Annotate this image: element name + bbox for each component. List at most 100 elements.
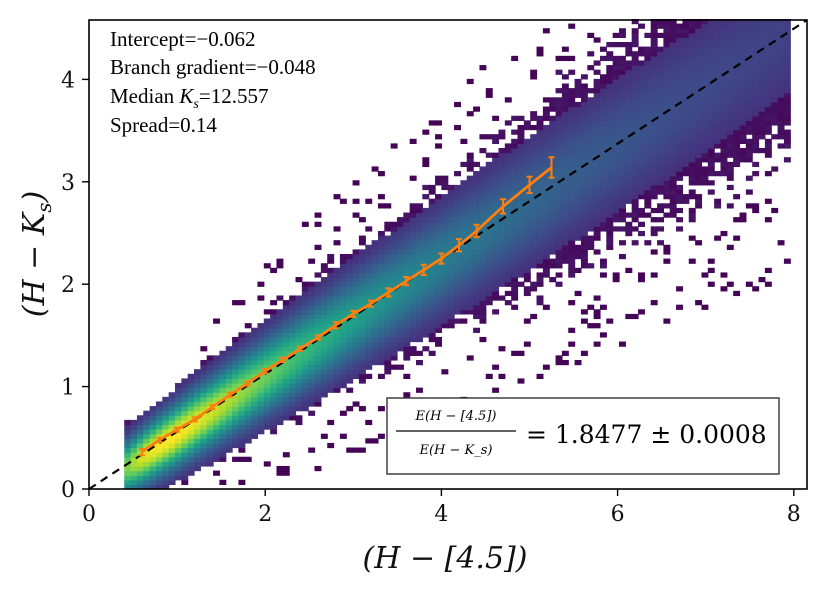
heatmap-cell bbox=[733, 101, 741, 108]
heatmap-cell bbox=[695, 300, 703, 306]
heatmap-cell bbox=[403, 258, 411, 264]
heatmap-cell bbox=[409, 323, 417, 329]
heatmap-cell bbox=[568, 327, 576, 333]
heatmap-cell bbox=[396, 318, 404, 324]
heatmap-cell bbox=[339, 295, 347, 301]
heatmap-cell bbox=[758, 78, 766, 85]
heatmap-cell bbox=[143, 475, 151, 481]
heatmap-cell bbox=[669, 161, 677, 168]
heatmap-cell bbox=[606, 148, 614, 154]
heatmap-cell bbox=[542, 148, 550, 154]
heatmap-cell bbox=[714, 65, 722, 71]
heatmap-cell bbox=[764, 115, 772, 121]
heatmap-cell bbox=[644, 32, 652, 39]
heatmap-cell bbox=[403, 392, 411, 398]
heatmap-cell bbox=[498, 226, 506, 232]
heatmap-cell bbox=[466, 184, 474, 191]
heatmap-cell bbox=[695, 18, 703, 25]
heatmap-cell bbox=[358, 249, 366, 255]
heatmap-cell bbox=[244, 346, 252, 352]
heatmap-cell bbox=[251, 410, 259, 416]
heatmap-cell bbox=[701, 175, 709, 181]
heatmap-cell bbox=[174, 410, 182, 416]
heatmap-cell bbox=[194, 369, 201, 375]
heatmap-cell bbox=[441, 212, 449, 218]
heatmap-cell bbox=[625, 78, 633, 85]
heatmap-cell bbox=[631, 157, 639, 163]
heatmap-cell bbox=[213, 438, 220, 444]
heatmap-cell bbox=[251, 429, 259, 435]
heatmap-cell bbox=[657, 240, 664, 246]
heatmap-cell bbox=[701, 23, 709, 29]
heatmap-cell bbox=[168, 447, 176, 453]
heatmap-cell bbox=[466, 240, 474, 246]
heatmap-cell bbox=[771, 207, 779, 214]
heatmap-cell bbox=[314, 313, 322, 320]
heatmap-cell bbox=[447, 184, 455, 191]
heatmap-cell bbox=[244, 392, 252, 398]
heatmap-cell bbox=[492, 240, 500, 246]
heatmap-cell bbox=[289, 327, 297, 333]
heatmap-cell bbox=[485, 281, 493, 287]
heatmap-cell bbox=[244, 369, 252, 375]
heatmap-cell bbox=[270, 341, 278, 347]
heatmap-cell bbox=[504, 267, 512, 274]
heatmap-cell bbox=[263, 410, 271, 416]
heatmap-cell bbox=[219, 456, 227, 462]
heatmap-cell bbox=[739, 111, 747, 117]
heatmap-cell bbox=[657, 175, 664, 181]
heatmap-cell bbox=[720, 28, 728, 34]
heatmap-cell bbox=[289, 415, 297, 421]
heatmap-cell bbox=[371, 244, 379, 250]
heatmap-cell bbox=[485, 249, 493, 255]
heatmap-cell bbox=[739, 106, 747, 112]
heatmap-cell bbox=[492, 207, 500, 214]
heatmap-cell bbox=[270, 378, 278, 384]
heatmap-cell bbox=[587, 235, 595, 241]
heatmap-cell bbox=[587, 106, 595, 112]
heatmap-cell bbox=[339, 258, 347, 264]
heatmap-cell bbox=[504, 281, 512, 287]
heatmap-cell bbox=[720, 171, 728, 177]
heatmap-cell bbox=[136, 475, 144, 481]
heatmap-cell bbox=[276, 309, 284, 315]
heatmap-cell bbox=[384, 300, 392, 306]
heatmap-cell bbox=[416, 359, 423, 366]
heatmap-cell bbox=[574, 359, 582, 366]
heatmap-cell bbox=[580, 157, 588, 163]
heatmap-cell bbox=[726, 148, 734, 154]
heatmap-cell bbox=[308, 396, 316, 403]
heatmap-cell bbox=[460, 277, 468, 283]
heatmap-cell bbox=[669, 129, 677, 135]
heatmap-cell bbox=[168, 475, 176, 481]
heatmap-cell bbox=[758, 129, 766, 135]
heatmap-cell bbox=[676, 189, 684, 195]
heatmap-cell bbox=[707, 74, 715, 80]
heatmap-cell bbox=[536, 235, 544, 241]
heatmap-cell bbox=[587, 171, 595, 177]
heatmap-cell bbox=[720, 88, 728, 94]
heatmap-cell bbox=[244, 364, 252, 370]
heatmap-cell bbox=[695, 129, 703, 135]
heatmap-cell bbox=[238, 355, 246, 361]
heatmap-cell bbox=[149, 479, 157, 485]
heatmap-cell bbox=[479, 244, 487, 250]
heatmap-cell bbox=[619, 83, 626, 89]
heatmap-cell bbox=[244, 341, 252, 347]
heatmap-cell bbox=[638, 277, 645, 283]
heatmap-cell bbox=[416, 221, 423, 227]
heatmap-cell bbox=[435, 267, 442, 274]
heatmap-cell bbox=[473, 272, 481, 278]
heatmap-cell bbox=[422, 230, 430, 237]
heatmap-cell bbox=[143, 484, 151, 490]
heatmap-cell bbox=[752, 143, 760, 149]
heatmap-cell bbox=[447, 253, 455, 260]
heatmap-cell bbox=[384, 323, 392, 329]
heatmap-cell bbox=[561, 184, 569, 191]
heatmap-cell bbox=[339, 350, 347, 356]
heatmap-cell bbox=[346, 281, 354, 287]
heatmap-cell bbox=[701, 69, 709, 75]
heatmap-cell bbox=[523, 267, 531, 274]
heatmap-cell bbox=[219, 410, 227, 416]
heatmap-cell bbox=[657, 111, 664, 117]
